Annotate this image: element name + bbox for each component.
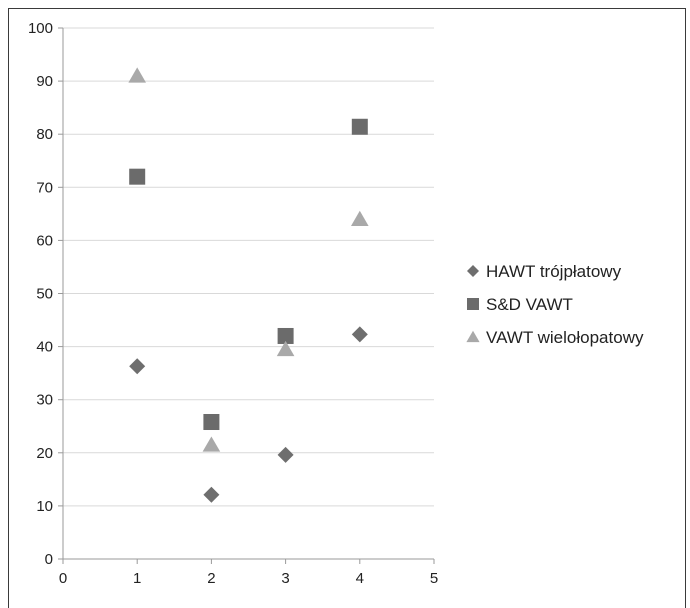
y-tick-label-60: 60: [36, 232, 53, 249]
x-tick-label-5: 5: [430, 570, 438, 587]
y-tick-label-90: 90: [36, 73, 53, 90]
y-tick-label-80: 80: [36, 126, 53, 143]
x-tick-label-0: 0: [59, 570, 67, 587]
legend-item-2: VAWT wielołopatowy: [466, 328, 644, 347]
legend-marker-0: [467, 265, 479, 277]
series-2-point-2: [276, 340, 295, 357]
series-1-point-3: [351, 118, 368, 135]
series-1: [129, 118, 368, 431]
x-tick-label-4: 4: [356, 570, 364, 587]
data-series: [128, 67, 369, 503]
legend: HAWT trójpłatowy S&D VAWT VAWT wielołopato…: [466, 262, 644, 347]
legend-marker-1: [467, 298, 479, 310]
y-tick-label-40: 40: [36, 339, 53, 356]
series-2: [128, 67, 369, 452]
series-2-point-3: [351, 210, 369, 226]
y-tick-label-100: 100: [28, 20, 53, 37]
legend-label-0: HAWT trójpłatowy: [486, 262, 622, 281]
x-tick-label-3: 3: [281, 570, 289, 587]
gridlines: [63, 27, 434, 507]
y-tick-label-20: 20: [36, 445, 53, 462]
chart-frame: [8, 8, 686, 608]
series-2-point-1: [202, 436, 221, 452]
y-tick-label-10: 10: [36, 498, 53, 515]
y-tick-label-50: 50: [36, 286, 53, 303]
axes: [58, 27, 435, 564]
legend-label-2: VAWT wielołopatowy: [486, 328, 644, 347]
series-2-point-0: [128, 67, 146, 83]
series-1-point-2: [277, 327, 294, 344]
y-tick-label-0: 0: [45, 551, 53, 568]
x-tick-label-2: 2: [207, 570, 215, 587]
legend-item-0: HAWT trójpłatowy: [467, 262, 622, 281]
legend-label-1: S&D VAWT: [486, 295, 573, 314]
series-1-point-1: [203, 414, 220, 431]
legend-item-1: S&D VAWT: [467, 295, 573, 314]
y-tick-label-70: 70: [36, 179, 53, 196]
series-0-point-3: [351, 326, 368, 343]
tick-labels: 0 10 20 30 40 50 60 70 80 90 100 0 1 2 3 4 5: [28, 20, 438, 587]
legend-marker-2: [466, 330, 480, 343]
series-0-point-2: [277, 446, 294, 463]
series-0: [129, 326, 368, 503]
scatter-chart: 0 10 20 30 40 50 60 70 80 90 100 0 1 2 3 4 5 HAWT trójpł…: [28, 20, 644, 587]
x-tick-label-1: 1: [133, 570, 141, 587]
series-0-point-0: [129, 358, 146, 375]
y-tick-label-30: 30: [36, 392, 53, 409]
series-1-point-0: [129, 168, 146, 185]
series-0-point-1: [203, 486, 220, 503]
